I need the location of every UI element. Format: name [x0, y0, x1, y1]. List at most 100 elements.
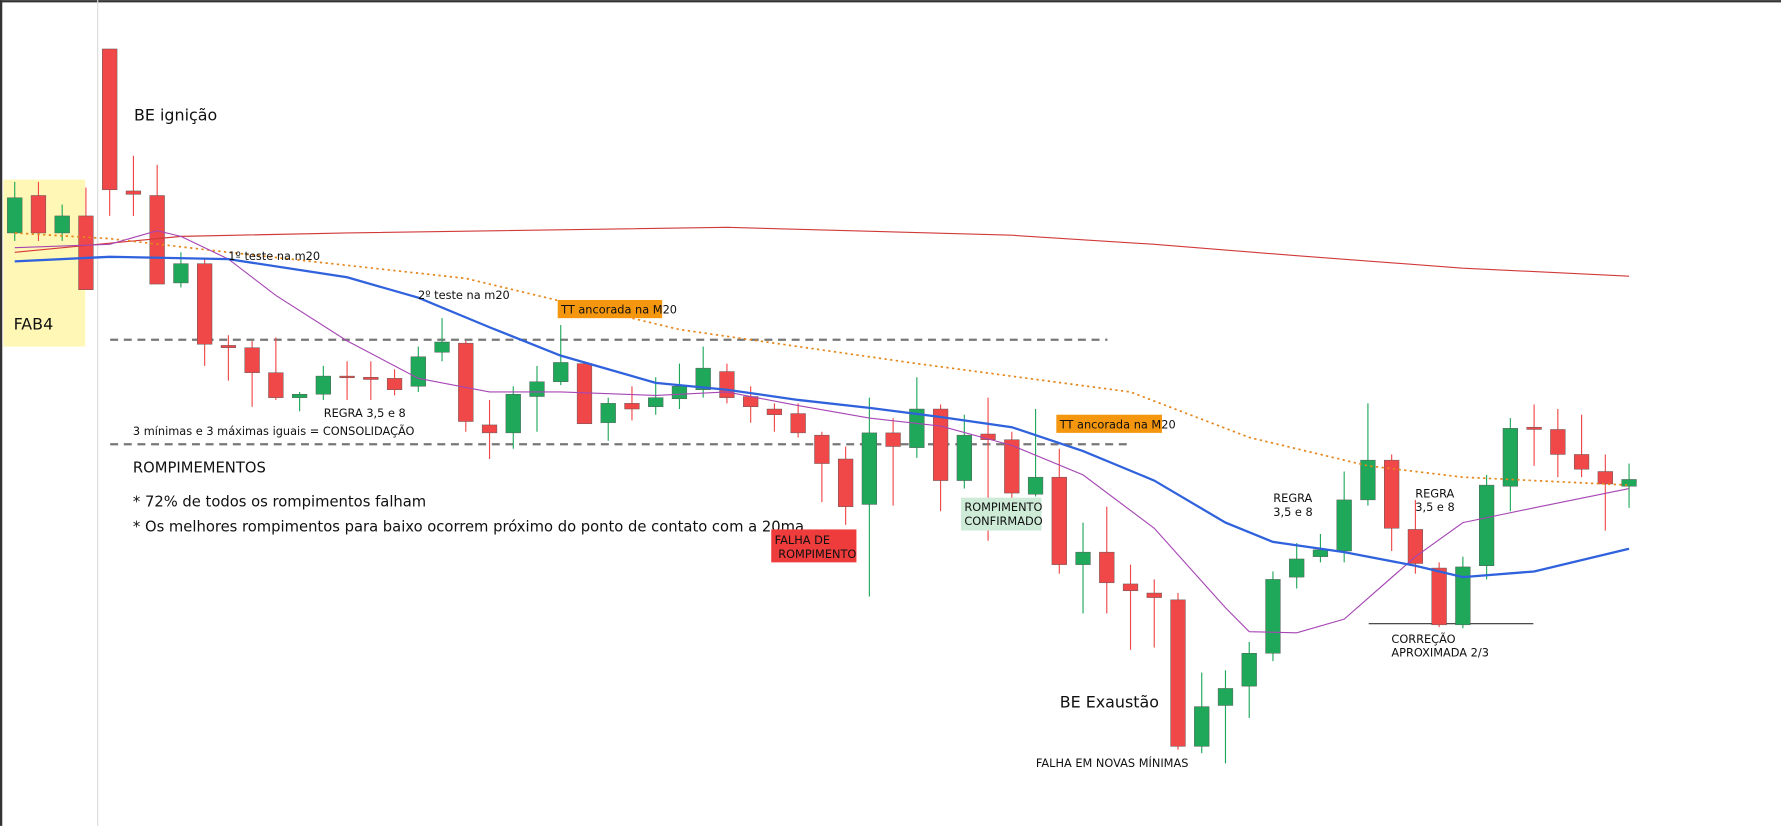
candle-body [624, 403, 640, 410]
candle-body [1597, 471, 1613, 485]
candle-body [1122, 583, 1139, 591]
candle-body [553, 362, 569, 382]
candle-body [363, 376, 379, 380]
candle-body [78, 215, 94, 290]
candle-body [909, 408, 925, 448]
candle-body [1384, 459, 1400, 529]
annotation: 2º teste na m20 [418, 288, 510, 302]
annotation: ROMPIMEMENTOS [133, 460, 266, 477]
moving-average [14, 255, 1630, 579]
label-box [960, 497, 1042, 531]
candle-body [1194, 706, 1210, 747]
candle-body [529, 381, 545, 397]
candle-body [102, 48, 118, 191]
annotation: REGRA [1415, 487, 1454, 501]
candle-body [1217, 688, 1234, 706]
candle-body [7, 197, 23, 234]
candle-body [1265, 579, 1281, 654]
annotations: FAB4 BE ignição 1º teste na m20 2º teste… [14, 106, 1489, 770]
annotation: ROMPIMENTO [964, 500, 1042, 514]
candle-body [648, 397, 664, 407]
candle-body [173, 263, 189, 284]
candle-body [410, 356, 426, 387]
annotation: 3,5 e 8 [1273, 505, 1312, 519]
candle-body [1099, 551, 1115, 584]
candle-body [576, 363, 593, 425]
candle-body [1573, 454, 1590, 470]
candle-body [766, 408, 783, 415]
moving-average [14, 226, 1630, 277]
candle-body [30, 195, 47, 234]
candle-body [1502, 428, 1518, 487]
candle-body [671, 386, 688, 400]
candle-body [814, 434, 830, 464]
label-box [1056, 414, 1162, 433]
candle-body [1289, 558, 1305, 578]
candle-body [1479, 484, 1495, 566]
label-box [771, 529, 857, 563]
candle-body [434, 341, 450, 353]
annotation: * 72% de todos os rompimentos falham [133, 494, 426, 511]
candle-body [220, 345, 236, 348]
candle-body [932, 408, 949, 481]
annotation: CORREÇÃO [1391, 632, 1455, 646]
candle-body [1146, 592, 1162, 598]
candle-body [54, 215, 70, 234]
candle-body [1051, 476, 1067, 565]
annotation: 3,5 e 8 [1415, 500, 1454, 514]
candle-body [719, 371, 735, 398]
moving-average [14, 232, 1630, 486]
candle-body [838, 458, 854, 507]
candle-body [861, 432, 877, 505]
label-box [557, 299, 663, 319]
annotation: TT ancorada na M20 [1059, 417, 1176, 431]
candle-body [790, 413, 806, 434]
candle-body [505, 394, 521, 434]
annotation: 1º teste na m20 [228, 249, 320, 263]
annotation: REGRA 3,5 e 8 [324, 406, 406, 420]
candle-body [1360, 459, 1376, 501]
annotation: APROXIMADA 2/3 [1391, 646, 1489, 660]
candle-body [315, 375, 331, 395]
candle-body [885, 432, 901, 447]
candle-body [956, 434, 972, 481]
annotation: TT ancorada na M20 [560, 303, 677, 317]
annotation: * Os melhores rompimentos para baixo oco… [133, 519, 804, 536]
moving-average [14, 230, 1630, 634]
candle-body [268, 372, 284, 398]
marks [7, 48, 1637, 764]
annotation: REGRA [1273, 491, 1312, 505]
candle-body [1075, 551, 1091, 565]
candle-body [197, 263, 213, 345]
candle-body [1312, 549, 1329, 557]
candle-body [339, 375, 355, 379]
candle-body [1241, 653, 1257, 687]
annotation: FALHA EM NOVAS MÍNIMAS [1036, 756, 1189, 770]
candle-body [695, 367, 711, 390]
annotation: FALHA DE [775, 533, 830, 547]
candle-body [1431, 567, 1447, 626]
candle-body [1407, 529, 1424, 564]
annotation: BE Exaustão [1060, 693, 1159, 712]
annotation: FAB4 [14, 315, 54, 334]
candle-body [386, 378, 403, 390]
candle-body [244, 347, 260, 373]
candle-body [1027, 476, 1044, 495]
annotation: ROMPIMENTO [775, 547, 857, 561]
annotation: BE ignição [134, 106, 217, 125]
candle-body [1455, 566, 1471, 626]
candle-body [1621, 479, 1637, 487]
candle-body [149, 195, 165, 285]
annotation: CONFIRMADO [964, 514, 1042, 528]
candle-body [1550, 429, 1566, 455]
candle-body [1526, 426, 1542, 430]
candle-body [125, 190, 142, 195]
candle-body [481, 424, 498, 434]
candle-body [1170, 599, 1186, 747]
candle-body [1004, 439, 1020, 494]
candle-body [600, 403, 616, 423]
annotation: 3 mínimas e 3 máximas iguais = CONSOLIDA… [133, 424, 415, 438]
